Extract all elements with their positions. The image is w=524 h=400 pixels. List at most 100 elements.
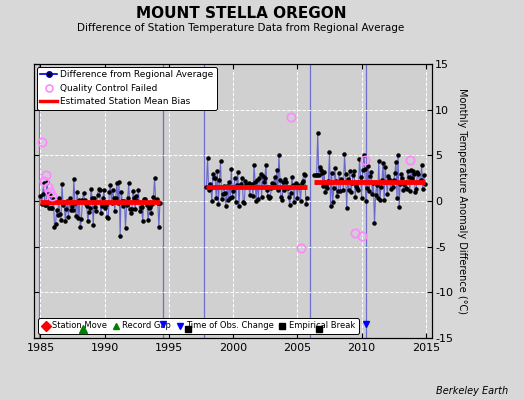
Point [366,173,375,179]
Point [356,174,365,180]
Point [134,187,143,193]
Point [37,201,46,207]
Point [202,183,211,190]
Point [326,202,335,209]
Point [389,177,398,184]
Point [266,194,275,200]
Point [74,215,82,221]
Point [142,199,150,206]
Point [149,194,158,200]
Point [220,183,228,189]
Point [67,207,75,213]
Point [315,164,324,170]
Point [40,202,49,208]
Point [135,208,144,214]
Point [105,189,114,195]
Y-axis label: Monthly Temperature Anomaly Difference (°C): Monthly Temperature Anomaly Difference (… [457,88,467,314]
Point [277,194,285,201]
Point [348,180,356,186]
Point [314,171,323,178]
Point [413,169,421,176]
Point [54,195,63,202]
Point [259,179,268,186]
Point [114,200,122,206]
Point [150,175,159,182]
Point [225,178,233,185]
Point [402,186,411,192]
Point [329,199,337,206]
Point [382,178,390,185]
Point [77,216,85,222]
Point [83,203,91,210]
Point [92,208,101,214]
Point [275,152,283,158]
Point [335,170,343,176]
Point [367,169,376,175]
Point [290,199,298,205]
Point [101,205,110,212]
Point [72,213,80,219]
Point [365,188,373,194]
Point [330,185,338,191]
Point [263,187,271,194]
Point [242,180,250,187]
Point [299,178,307,184]
Point [417,177,425,184]
Point [79,190,88,196]
Point [373,182,381,188]
Point [124,195,132,201]
Point [80,197,89,203]
Point [285,194,293,200]
Point [70,176,78,182]
Point [372,192,380,198]
Point [73,189,81,195]
Point [340,151,348,158]
Point [221,190,229,196]
Point [278,197,286,203]
Point [118,198,126,204]
Point [212,195,221,201]
Point [262,162,270,168]
Point [245,180,253,186]
Point [338,178,346,184]
Point [205,180,214,187]
Point [322,182,331,188]
Point [271,184,280,190]
Point [89,222,97,228]
Point [39,180,48,186]
Point [246,192,254,198]
Point [350,168,358,174]
Point [264,193,272,200]
Point [209,170,217,177]
Point [257,194,266,200]
Point [99,195,107,201]
Point [321,188,330,195]
Legend: Station Move, Record Gap, Time of Obs. Change, Empirical Break: Station Move, Record Gap, Time of Obs. C… [38,318,359,334]
Point [116,233,124,239]
Point [418,162,426,169]
Point [291,182,299,188]
Point [332,178,340,184]
Point [421,181,429,188]
Point [238,175,246,181]
Point [281,176,290,182]
Point [406,188,414,194]
Point [318,170,326,177]
Point [345,187,353,194]
Point [45,205,53,212]
Point [152,196,161,202]
Point [272,167,281,173]
Point [129,188,137,194]
Point [358,167,367,173]
Point [76,224,84,231]
Point [50,224,59,230]
Point [127,210,135,216]
Point [396,180,405,187]
Point [86,205,94,212]
Point [357,195,366,201]
Point [405,174,413,180]
Point [408,175,416,181]
Point [206,184,215,191]
Point [385,176,394,182]
Point [97,203,106,210]
